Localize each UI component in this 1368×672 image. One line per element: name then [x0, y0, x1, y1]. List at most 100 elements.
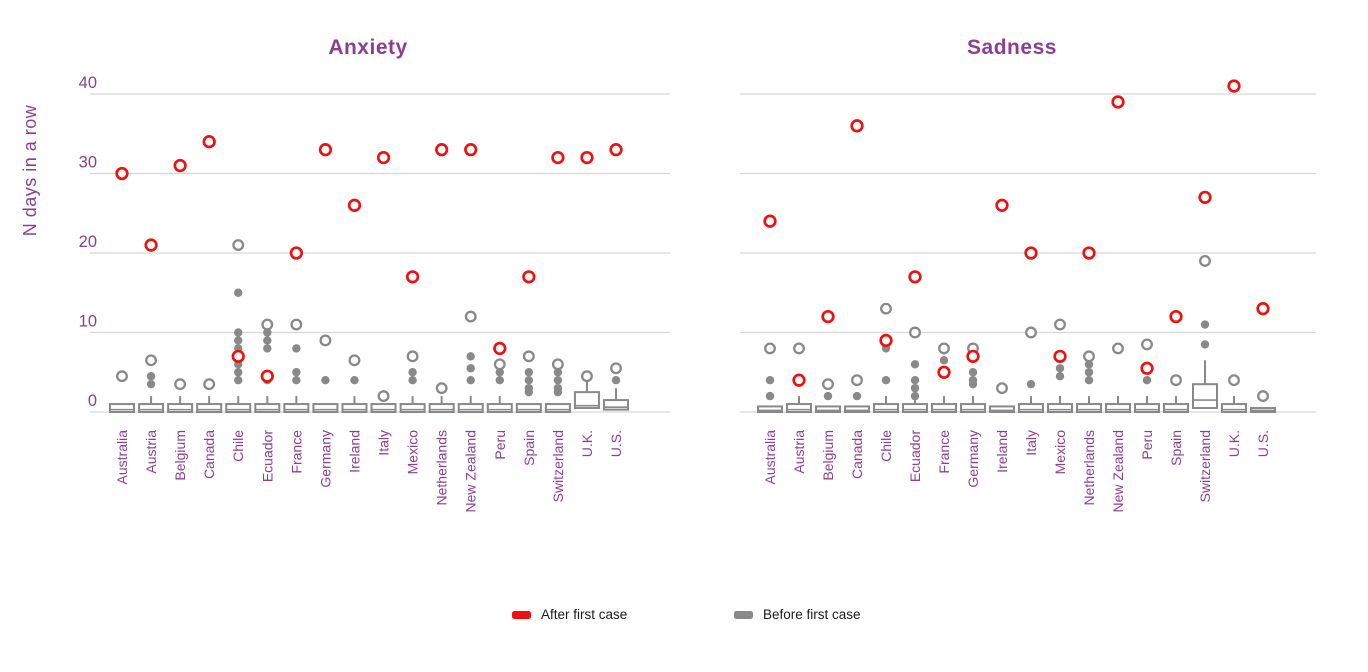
- before-case-dot: [524, 387, 534, 397]
- before-case-open-circle: [822, 378, 834, 391]
- before-case-dot: [553, 387, 563, 397]
- before-case-open-circle: [493, 358, 506, 371]
- before-case-open-circle: [551, 358, 564, 371]
- before-first-case-swatch: [734, 610, 753, 619]
- before-case-open-circle: [1025, 326, 1037, 339]
- before-case-open-circle: [232, 239, 245, 252]
- before-case-open-circle: [909, 326, 921, 339]
- after-case-circle: [580, 150, 594, 165]
- before-case-open-circle: [145, 354, 158, 367]
- after-case-circle: [1111, 95, 1125, 109]
- x-tick-label: Ireland: [994, 430, 1010, 473]
- boxplot-box: [138, 403, 165, 413]
- after-case-circle: [144, 238, 158, 252]
- x-tick-label: Belgium: [820, 430, 836, 481]
- boxplot-box: [196, 403, 223, 413]
- before-case-open-circle: [1083, 350, 1095, 363]
- boxplot-box: [1134, 403, 1160, 413]
- before-case-dot: [611, 376, 621, 385]
- after-case-circle: [260, 369, 274, 383]
- before-case-open-circle: [406, 350, 419, 363]
- boxplot-box: [1192, 383, 1218, 410]
- x-tick-label: Austria: [791, 430, 807, 474]
- before-case-dot: [234, 328, 243, 337]
- boxplot-box: [167, 403, 194, 413]
- after-case-circle: [493, 341, 507, 356]
- after-case-circle: [879, 333, 893, 348]
- before-case-dot: [292, 344, 301, 353]
- before-case-dot: [1142, 376, 1152, 385]
- before-case-dot: [524, 368, 534, 377]
- boxplot-box: [873, 403, 899, 413]
- after-case-circle: [318, 142, 333, 157]
- before-case-open-circle: [1141, 338, 1153, 351]
- x-tick-label: Switzerland: [1197, 430, 1213, 502]
- boxplot-box: [815, 405, 841, 413]
- boxplot-box: [457, 403, 484, 413]
- boxplot-box: [757, 405, 783, 413]
- before-case-dot: [1084, 360, 1094, 369]
- after-case-circle: [966, 349, 980, 364]
- before-case-open-circle: [764, 342, 776, 355]
- after-case-circle: [995, 198, 1009, 212]
- sadness-plot-area: Australia Austria Belgium Canada Chile Ecuado…: [757, 79, 1276, 513]
- x-tick-label: Ecuador: [907, 430, 923, 482]
- after-case-circle: [1053, 349, 1067, 364]
- boxplot-box: [786, 403, 812, 413]
- before-case-dot: [823, 391, 833, 401]
- before-case-dot: [553, 368, 563, 377]
- boxplot-box: [515, 403, 542, 413]
- before-case-dot: [1055, 364, 1065, 373]
- before-case-dot: [1200, 320, 1210, 329]
- after-case-circle: [115, 166, 129, 181]
- x-tick-label: Chile: [230, 430, 246, 462]
- boxplot-box: [902, 403, 928, 413]
- x-tick-label: Germany: [965, 430, 981, 488]
- x-tick-label: Mexico: [1052, 430, 1068, 475]
- boxplot-box: [844, 405, 870, 413]
- before-case-open-circle: [319, 334, 332, 347]
- before-case-dot: [1055, 372, 1065, 381]
- after-case-circle: [522, 270, 536, 284]
- x-tick-label: Austria: [143, 430, 159, 474]
- after-case-circle: [435, 142, 449, 157]
- x-tick-label: Peru: [1139, 430, 1155, 460]
- before-case-dot: [234, 336, 243, 345]
- panel-title-anxiety: Anxiety: [328, 36, 408, 59]
- after-case-circle: [821, 309, 835, 324]
- after-case-circle: [231, 349, 245, 364]
- x-tick-label: Ecuador: [259, 430, 275, 482]
- before-case-open-circle: [116, 370, 128, 383]
- boxplot-box: [370, 403, 397, 413]
- before-case-dot: [939, 356, 949, 365]
- boxplot-box: [486, 403, 513, 413]
- before-case-dot: [910, 383, 920, 393]
- x-tick-label: Mexico: [405, 430, 421, 475]
- y-tick-label: 30: [79, 154, 97, 172]
- before-case-open-circle: [996, 382, 1008, 395]
- boxplot-box: [225, 403, 252, 413]
- before-case-dot: [263, 328, 272, 337]
- boxplot-box: [1221, 403, 1247, 413]
- after-case-circle: [609, 142, 623, 157]
- after-case-circle: [173, 158, 187, 173]
- before-case-dot: [495, 368, 504, 377]
- after-case-circle: [1198, 190, 1212, 205]
- x-tick-label: Peru: [492, 430, 508, 460]
- before-case-dot: [234, 288, 243, 297]
- after-case-circle: [1227, 79, 1241, 93]
- boxplot-box: [573, 391, 600, 410]
- x-tick-label: U.S.: [608, 430, 624, 457]
- before-case-dot: [263, 344, 272, 353]
- x-tick-label: Chile: [878, 430, 894, 462]
- before-case-dot: [292, 368, 301, 377]
- before-case-open-circle: [174, 378, 187, 391]
- boxplot-box: [1018, 403, 1044, 413]
- x-tick-label: Italy: [376, 430, 392, 456]
- before-case-dot: [968, 368, 978, 377]
- x-tick-label: Netherlands: [434, 430, 450, 506]
- before-case-dot: [146, 379, 156, 389]
- before-case-open-circle: [880, 302, 892, 315]
- before-case-dot: [524, 376, 534, 385]
